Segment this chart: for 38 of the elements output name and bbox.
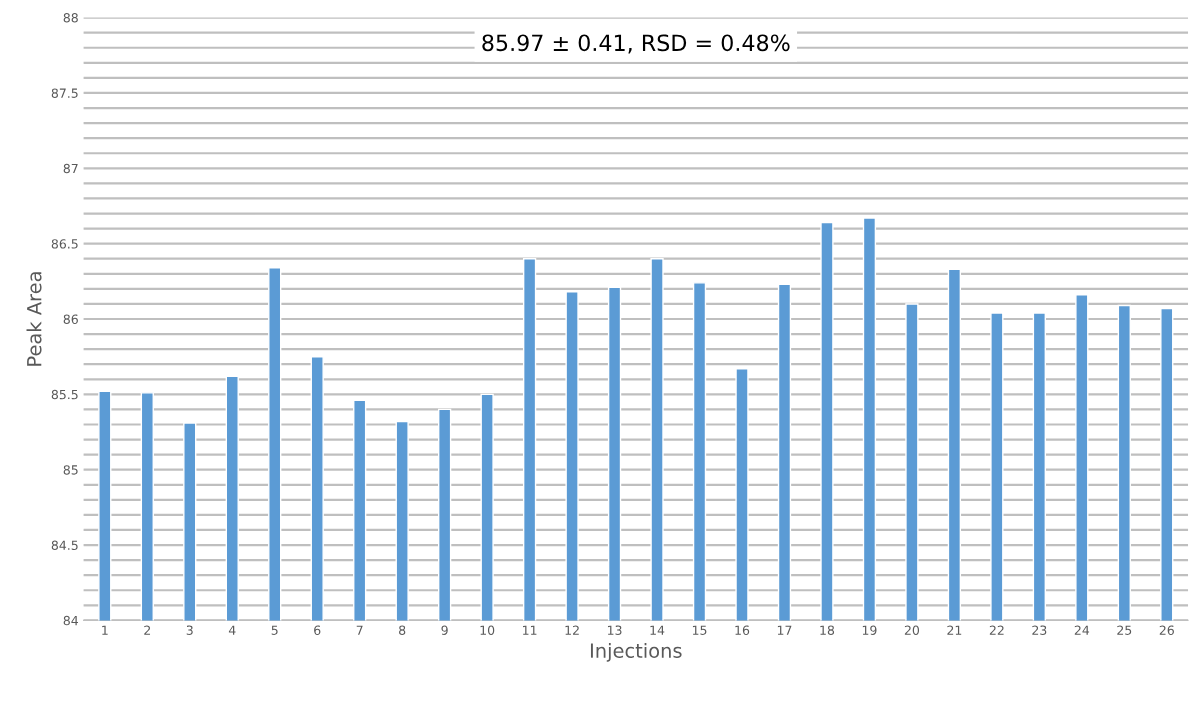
- x-tick-label: 16: [735, 625, 750, 635]
- x-tick-label: 3: [186, 625, 193, 635]
- x-tick-label: 22: [989, 625, 1004, 635]
- x-tick-label: 18: [820, 625, 835, 635]
- x-tick-label: 21: [947, 625, 962, 635]
- x-tick-label: 4: [228, 625, 236, 635]
- x-tick-label: 20: [904, 625, 920, 635]
- x-tick-label: 13: [607, 625, 622, 635]
- x-tick-label: 12: [565, 625, 579, 635]
- x-tick-label: 8: [399, 625, 406, 635]
- y-tick-label: 85.5: [51, 389, 78, 400]
- y-tick-label: 86: [63, 314, 78, 324]
- x-tick-label: 11: [523, 625, 537, 635]
- x-tick-label: 26: [1159, 625, 1174, 635]
- y-tick-label: 87: [63, 163, 78, 174]
- x-tick-label: 9: [441, 625, 448, 635]
- x-tick-label: 15: [692, 625, 707, 635]
- y-tick-label: 86.5: [51, 239, 78, 249]
- y-tick-label: 84: [63, 615, 79, 626]
- x-tick-label: 7: [356, 625, 363, 635]
- x-tick-label: 2: [144, 625, 151, 635]
- x-tick-label: 14: [650, 625, 665, 635]
- y-tick-label: 88: [63, 13, 78, 23]
- y-axis-title: Peak Area: [26, 272, 42, 366]
- x-tick-label: 19: [862, 625, 877, 635]
- x-tick-label: 24: [1074, 625, 1090, 635]
- annotation: 85.97 ± 0.41, RSD = 0.48%: [482, 34, 790, 54]
- x-tick-label: 6: [314, 625, 321, 635]
- x-tick-label: 23: [1032, 625, 1047, 635]
- y-tick-label: 84.5: [51, 540, 78, 550]
- x-tick-label: 10: [480, 625, 495, 635]
- y-tick-label: 85: [63, 465, 78, 475]
- x-tick-label: 5: [271, 625, 278, 635]
- x-tick-label: 17: [777, 625, 792, 635]
- x-axis-title: Injections: [590, 642, 682, 662]
- x-tick-label: 1: [102, 625, 108, 635]
- x-tick-label: 25: [1117, 625, 1132, 635]
- y-tick-label: 87.5: [51, 88, 78, 98]
